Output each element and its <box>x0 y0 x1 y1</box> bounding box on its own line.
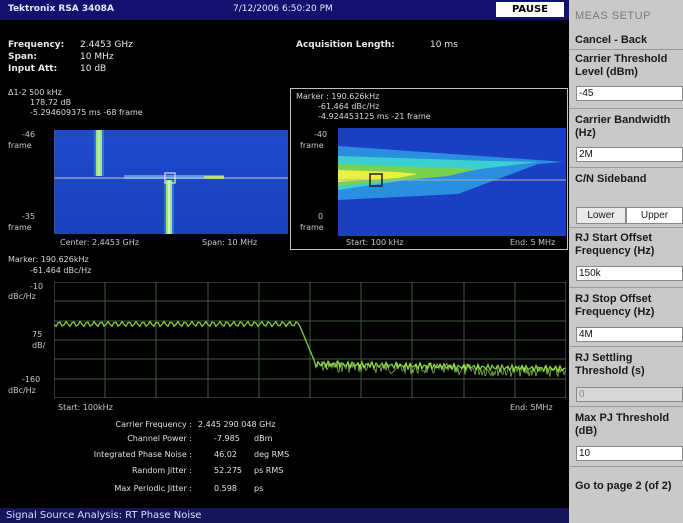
rj-start-offset-input[interactable]: 150k <box>576 266 683 281</box>
span-label: Span: <box>8 52 38 62</box>
rj-stop-offset-input[interactable]: 4M <box>576 327 683 342</box>
plot-ytop-unit: dBc/Hz <box>8 292 36 301</box>
carrier-threshold-label: Carrier Threshold Level (dBm) <box>575 53 668 78</box>
go-to-page-button[interactable]: Go to page 2 (of 2) <box>575 480 672 492</box>
sideband-upper-button[interactable]: Upper <box>626 207 683 224</box>
sideband-lower-button[interactable]: Lower <box>576 207 626 224</box>
spectrogram-band-core <box>338 170 418 182</box>
max-pj-threshold-input[interactable]: 10 <box>576 446 683 461</box>
right-spectrogram-ybot-value: 0 <box>318 212 324 221</box>
integrated-phase-noise-value: 46.02 <box>214 450 237 459</box>
right-spectrogram-end: End: 5 MHz <box>510 238 556 247</box>
delta-marker-time: -5.294609375 ms -68 frame <box>30 108 143 117</box>
random-jitter-value: 52.275 <box>214 466 242 475</box>
datetime: 7/12/2006 6:50:20 PM <box>233 4 333 14</box>
plot-ybot-unit: dBc/Hz <box>8 386 36 395</box>
input-att-value: 10 dB <box>80 64 107 74</box>
integrated-phase-noise-label: Integrated Phase Noise : <box>93 450 192 459</box>
plot-ybot-value: -160 <box>22 375 41 384</box>
carrier-threshold-input[interactable]: -45 <box>576 86 683 101</box>
status-bar: Signal Source Analysis: RT Phase Noise <box>0 508 569 523</box>
delta-marker-freq: Δ1-2 500 kHz <box>8 88 62 97</box>
channel-power-value: -7.985 <box>214 434 240 443</box>
panel-title: MEAS SETUP <box>575 10 651 22</box>
channel-power-label: Channel Power : <box>127 434 192 443</box>
right-marker-freq: Marker : 190.626kHz <box>296 92 380 101</box>
acquisition-length-label: Acquisition Length: <box>296 40 395 50</box>
pause-indicator[interactable]: PAUSE <box>496 2 564 17</box>
phase-noise-plot[interactable] <box>54 282 566 398</box>
cancel-back-button[interactable]: Cancel - Back <box>575 34 648 46</box>
left-spectrogram-ytop-unit: frame <box>8 141 32 150</box>
right-marker-level: -61.464 dBc/Hz <box>318 102 380 111</box>
channel-power-unit: dBm <box>254 434 273 443</box>
title-bar: Tektronix RSA 3408A 7/12/2006 6:50:20 PM <box>0 0 569 20</box>
rj-settling-threshold-label: RJ Settling Threshold (s) <box>575 352 645 377</box>
acquisition-length-value: 10 ms <box>430 40 458 50</box>
span-value: 10 MHz <box>80 52 114 62</box>
right-marker-time: -4.924453125 ms -21 frame <box>318 112 431 121</box>
plot-marker-freq: Marker: 190.626kHz <box>8 255 89 264</box>
left-spectrogram-center: Center: 2.4453 GHz <box>60 238 139 247</box>
rj-stop-offset-label: RJ Stop Offset Frequency (Hz) <box>575 293 655 318</box>
left-spectrogram-ybot-value: -35 <box>22 212 36 221</box>
carrier-bandwidth-input[interactable]: 2M <box>576 147 683 162</box>
right-spectrogram[interactable] <box>338 128 566 236</box>
random-jitter-unit: ps RMS <box>254 466 284 475</box>
plot-ymid-unit: dB/ <box>32 341 46 350</box>
right-spectrogram-frame <box>290 88 568 250</box>
frequency-label: Frequency: <box>8 40 65 50</box>
left-spectrogram-ytop-value: -46 <box>22 130 36 139</box>
right-spectrogram-ybot-unit: frame <box>300 223 324 232</box>
meas-setup-panel: MEAS SETUP Cancel - Back Carrier Thresho… <box>569 0 683 523</box>
rj-settling-threshold-input[interactable]: 0 <box>576 387 683 402</box>
random-jitter-label: Random Jitter : <box>132 466 192 475</box>
frequency-value: 2.4453 GHz <box>80 40 133 50</box>
spectrogram-marker-box <box>164 172 176 184</box>
right-spectrogram-ytop-unit: frame <box>300 141 324 150</box>
left-spectrogram-ybot-unit: frame <box>8 223 32 232</box>
carrier-frequency-value: 2.445 290 048 GHz <box>198 420 276 429</box>
cn-sideband-label: C/N Sideband <box>575 173 647 185</box>
phase-noise-trace <box>54 320 566 374</box>
max-pj-threshold-label: Max PJ Threshold (dB) <box>575 412 670 437</box>
rj-start-offset-label: RJ Start Offset Frequency (Hz) <box>575 232 655 257</box>
spectrogram-marker-box <box>369 173 383 187</box>
input-att-label: Input Att: <box>8 64 58 74</box>
plot-grid <box>54 282 566 398</box>
carrier-frequency-label: Carrier Frequency : <box>115 420 192 429</box>
left-spectrogram[interactable] <box>54 130 288 234</box>
plot-ymid-value: 75 <box>32 330 43 339</box>
plot-marker-level: -61.464 dBc/Hz <box>30 266 92 275</box>
right-spectrogram-start: Start: 100 kHz <box>346 238 404 247</box>
plot-end: End: 5MHz <box>510 403 553 412</box>
left-spectrogram-span: Span: 10 MHz <box>202 238 258 247</box>
carrier-bandwidth-label: Carrier Bandwidth (Hz) <box>575 114 671 139</box>
plot-start: Start: 100kHz <box>58 403 113 412</box>
max-periodic-jitter-unit: ps <box>254 484 264 493</box>
integrated-phase-noise-unit: deg RMS <box>254 450 290 459</box>
max-periodic-jitter-value: 0.598 <box>214 484 237 493</box>
max-periodic-jitter-label: Max Periodic Jitter : <box>114 484 193 493</box>
plot-ytop-value: -10 <box>30 282 44 291</box>
phase-noise-trace-noise <box>315 360 566 378</box>
instrument-brand: Tektronix RSA 3408A <box>8 4 114 14</box>
right-spectrogram-ytop-value: -40 <box>314 130 328 139</box>
delta-marker-db: 178.72 dB <box>30 98 72 107</box>
